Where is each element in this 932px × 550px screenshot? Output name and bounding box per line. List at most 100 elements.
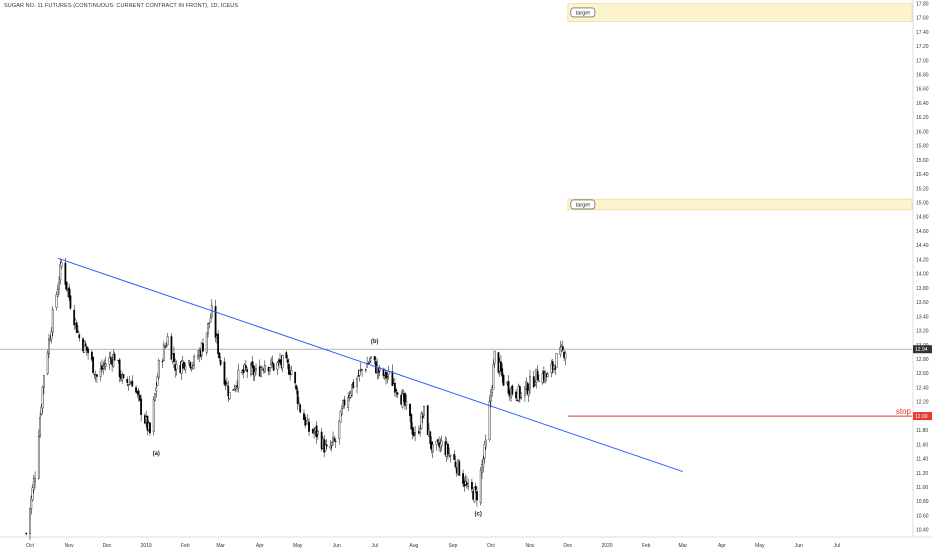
candle-body xyxy=(246,369,249,372)
y-tick-label: 15.80 xyxy=(916,144,929,150)
candle xyxy=(536,365,539,381)
candle-body xyxy=(537,380,540,382)
candle-body xyxy=(92,356,95,374)
candle xyxy=(544,369,547,384)
candle-body xyxy=(285,352,288,359)
candle-body xyxy=(113,353,116,361)
candle-body xyxy=(471,482,473,490)
candle xyxy=(396,391,399,398)
candle-body xyxy=(529,376,531,390)
candle-body xyxy=(405,401,408,406)
candle-body xyxy=(520,392,523,398)
candle xyxy=(188,359,190,367)
candle xyxy=(242,365,245,379)
candle xyxy=(311,427,314,435)
candle-body xyxy=(155,387,158,392)
candle-body xyxy=(122,374,125,379)
candle-body xyxy=(532,376,535,388)
candle-body xyxy=(295,385,298,390)
candle xyxy=(165,341,168,348)
candle-body xyxy=(527,390,530,396)
candle xyxy=(34,471,36,489)
candle xyxy=(51,306,54,337)
candle xyxy=(69,289,72,311)
x-tick-label: 2019 xyxy=(141,543,152,549)
x-tick-label: Oct xyxy=(26,543,34,549)
candle xyxy=(426,404,429,436)
candle xyxy=(118,358,121,383)
candle xyxy=(39,412,42,438)
candle-body xyxy=(84,343,87,347)
candle xyxy=(361,368,363,377)
candle-body xyxy=(429,431,432,444)
candle xyxy=(253,366,256,382)
candle-body xyxy=(489,394,492,402)
candle xyxy=(109,351,112,364)
y-tick-label: 17.20 xyxy=(916,44,929,50)
candle xyxy=(290,365,293,376)
y-tick-label: 10.60 xyxy=(916,513,929,519)
y-tick-label: 13.20 xyxy=(916,329,929,335)
candle xyxy=(343,395,346,409)
candle xyxy=(491,385,494,398)
y-tick-label: 16.60 xyxy=(916,87,929,93)
candle xyxy=(155,382,158,398)
candle xyxy=(246,367,249,379)
candle xyxy=(493,350,496,368)
candle-body xyxy=(223,361,226,385)
candle-body xyxy=(64,262,67,285)
candle-body xyxy=(175,364,178,370)
candle-body xyxy=(474,486,477,490)
y-tick-label: 11.80 xyxy=(916,428,928,434)
y-tick-label: 12.60 xyxy=(916,371,929,377)
candle-body xyxy=(102,366,105,369)
candle-body xyxy=(127,384,130,386)
candle-body xyxy=(296,390,299,404)
candle xyxy=(184,362,187,374)
candle-body xyxy=(48,339,50,354)
candle-body xyxy=(170,336,173,360)
candle-body xyxy=(387,371,390,375)
candle xyxy=(127,384,130,391)
candle-body xyxy=(189,362,192,368)
candle xyxy=(205,332,208,356)
candle-body xyxy=(564,352,567,359)
candle-body xyxy=(324,444,327,452)
candle xyxy=(149,421,151,436)
candle-body xyxy=(414,432,416,435)
y-tick-label: 14.00 xyxy=(916,272,929,278)
candle xyxy=(252,361,255,381)
candle-body xyxy=(462,473,464,484)
candle-body xyxy=(32,478,35,490)
candle xyxy=(458,459,461,476)
candle xyxy=(281,354,284,373)
candle xyxy=(140,394,143,422)
candle-body xyxy=(218,352,221,359)
y-tick-label: 11.20 xyxy=(916,471,928,477)
candle xyxy=(73,305,76,330)
stop-label: stop xyxy=(896,407,912,416)
candle xyxy=(285,350,288,359)
candle xyxy=(476,485,478,507)
candle-body xyxy=(339,410,342,423)
candle-body xyxy=(237,369,240,389)
x-tick-label: Mar xyxy=(678,543,687,549)
candle-body xyxy=(261,367,264,370)
candle xyxy=(197,350,199,360)
candle-body xyxy=(551,361,554,370)
candle-body xyxy=(308,421,310,432)
candle-body xyxy=(393,383,396,393)
candle-body xyxy=(479,470,482,504)
candle xyxy=(260,365,262,378)
candle-body xyxy=(511,385,514,395)
candle-body xyxy=(205,332,208,353)
x-tick-label: Jul xyxy=(834,543,840,549)
candle-body xyxy=(391,371,394,386)
candle xyxy=(501,363,504,384)
candle xyxy=(30,495,33,515)
candle xyxy=(226,377,228,387)
candle xyxy=(387,365,390,381)
candle-body xyxy=(164,346,166,348)
candle xyxy=(502,373,505,387)
